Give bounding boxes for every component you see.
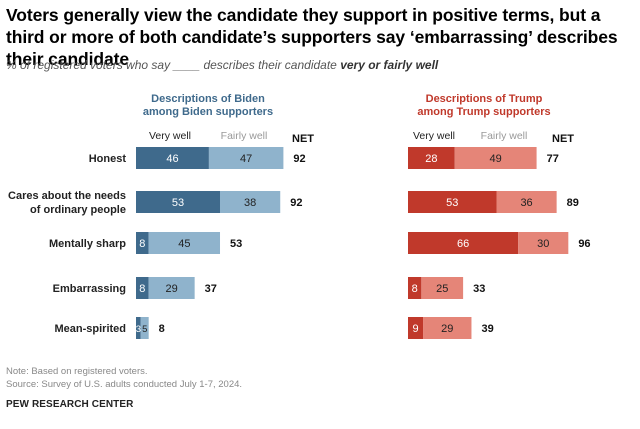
trump-label-fairly-well: 49 xyxy=(490,153,502,165)
biden-label-very-well: 53 xyxy=(172,197,184,209)
chart-title: Voters generally view the candidate they… xyxy=(6,5,618,69)
biden-bar-fairly-well xyxy=(148,232,221,254)
trump-bar-fairly-well xyxy=(518,232,569,254)
biden-fairly-well-header: Fairly well xyxy=(221,130,268,142)
chart-subtitle: % of registered voters who say ____ desc… xyxy=(6,58,438,72)
biden-label-fairly-well: 38 xyxy=(244,197,256,209)
biden-bar-fairly-well xyxy=(208,147,284,169)
trump-bar-very-well xyxy=(408,191,497,213)
category-label: Mean-spirited xyxy=(54,323,126,335)
trump-bar-fairly-well xyxy=(421,277,464,299)
biden-label-fairly-well: 47 xyxy=(240,153,252,165)
biden-label-fairly-well: 29 xyxy=(166,283,178,295)
subtitle-prefix: % of registered voters who say ____ desc… xyxy=(6,58,341,72)
trump-net-value: 89 xyxy=(567,197,579,209)
biden-bar-fairly-well xyxy=(220,191,281,213)
category-label: of ordinary people xyxy=(30,204,126,216)
trump-fairly-well-header: Fairly well xyxy=(481,130,528,142)
biden-bar-fairly-well xyxy=(148,277,195,299)
trump-very-well-header: Very well xyxy=(413,130,455,142)
biden-bar-very-well xyxy=(136,147,209,169)
biden-net-value: 92 xyxy=(290,197,302,209)
biden-bar-fairly-well xyxy=(140,317,149,339)
category-label: Honest xyxy=(89,153,127,165)
biden-net-value: 8 xyxy=(159,323,165,335)
chart-source: Source: Survey of U.S. adults conducted … xyxy=(6,379,243,390)
biden-label-very-well: 3 xyxy=(136,324,141,335)
category-label: Mentally sharp xyxy=(49,238,126,250)
biden-bar-very-well xyxy=(136,191,221,213)
trump-label-very-well: 53 xyxy=(446,197,458,209)
trump-bar-very-well xyxy=(408,147,455,169)
biden-label-very-well: 8 xyxy=(139,238,145,250)
trump-net-value: 96 xyxy=(578,238,590,250)
biden-label-very-well: 8 xyxy=(139,283,145,295)
trump-net-value: 39 xyxy=(481,323,493,335)
biden-net-header: NET xyxy=(292,133,314,145)
trump-bar-very-well xyxy=(408,317,424,339)
category-label: Cares about the needs xyxy=(8,190,126,202)
trump-panel-title: Descriptions of Trump xyxy=(426,93,543,105)
trump-bar-very-well xyxy=(408,232,519,254)
trump-panel-title: among Trump supporters xyxy=(417,106,550,118)
biden-panel-title: Descriptions of Biden xyxy=(151,93,265,105)
trump-label-very-well: 9 xyxy=(412,323,418,335)
trump-label-fairly-well: 30 xyxy=(537,238,549,250)
trump-bar-very-well xyxy=(408,277,422,299)
pew-research-center-logo: PEW RESEARCH CENTER xyxy=(6,399,134,410)
trump-label-fairly-well: 36 xyxy=(520,197,532,209)
trump-label-very-well: 28 xyxy=(425,153,437,165)
biden-net-value: 92 xyxy=(293,153,305,165)
trump-label-very-well: 8 xyxy=(412,283,418,295)
trump-bar-fairly-well xyxy=(496,191,557,213)
category-label: Embarrassing xyxy=(53,283,126,295)
trump-label-fairly-well: 25 xyxy=(436,283,448,295)
biden-bar-very-well xyxy=(136,232,149,254)
biden-very-well-header: Very well xyxy=(149,130,191,142)
trump-label-very-well: 66 xyxy=(457,238,469,250)
biden-label-fairly-well: 5 xyxy=(142,324,147,335)
biden-net-value: 53 xyxy=(230,238,242,250)
trump-bar-fairly-well xyxy=(454,147,537,169)
biden-net-value: 37 xyxy=(205,283,217,295)
trump-net-value: 77 xyxy=(547,153,559,165)
trump-bar-fairly-well xyxy=(423,317,472,339)
biden-bar-very-well xyxy=(136,317,141,339)
biden-label-fairly-well: 45 xyxy=(178,238,190,250)
biden-panel-title: among Biden supporters xyxy=(143,106,273,118)
subtitle-emphasis: very or fairly well xyxy=(340,58,439,72)
biden-bar-very-well xyxy=(136,277,149,299)
trump-label-fairly-well: 29 xyxy=(441,323,453,335)
trump-net-header: NET xyxy=(552,133,574,145)
chart-note: Note: Based on registered voters. xyxy=(6,366,148,377)
biden-label-very-well: 46 xyxy=(166,153,178,165)
trump-net-value: 33 xyxy=(473,283,485,295)
